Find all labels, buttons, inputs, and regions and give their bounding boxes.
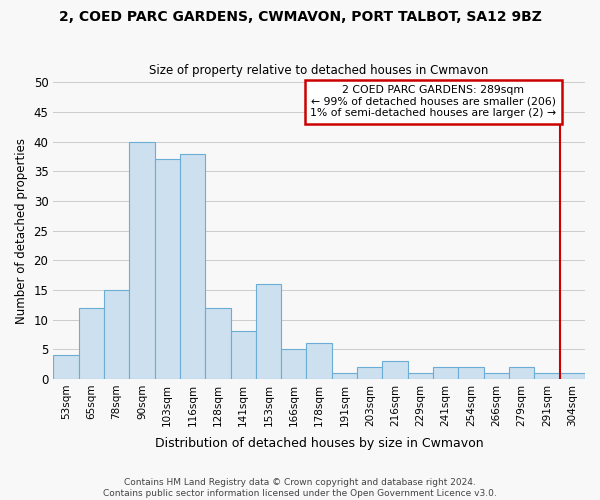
Text: 2, COED PARC GARDENS, CWMAVON, PORT TALBOT, SA12 9BZ: 2, COED PARC GARDENS, CWMAVON, PORT TALB… xyxy=(59,10,541,24)
Bar xyxy=(509,367,535,379)
Title: Size of property relative to detached houses in Cwmavon: Size of property relative to detached ho… xyxy=(149,64,489,77)
Bar xyxy=(382,361,408,379)
Y-axis label: Number of detached properties: Number of detached properties xyxy=(15,138,28,324)
Text: Contains HM Land Registry data © Crown copyright and database right 2024.
Contai: Contains HM Land Registry data © Crown c… xyxy=(103,478,497,498)
Bar xyxy=(408,373,433,379)
Bar xyxy=(281,349,307,379)
Bar xyxy=(357,367,382,379)
Bar xyxy=(129,142,155,379)
Bar xyxy=(180,154,205,379)
Bar xyxy=(256,284,281,379)
Bar xyxy=(79,308,104,379)
Bar xyxy=(307,344,332,379)
Text: 2 COED PARC GARDENS: 289sqm
← 99% of detached houses are smaller (206)
1% of sem: 2 COED PARC GARDENS: 289sqm ← 99% of det… xyxy=(310,86,556,118)
Bar xyxy=(205,308,230,379)
Bar xyxy=(484,373,509,379)
Bar xyxy=(560,373,585,379)
Bar xyxy=(230,332,256,379)
X-axis label: Distribution of detached houses by size in Cwmavon: Distribution of detached houses by size … xyxy=(155,437,484,450)
Bar xyxy=(535,373,560,379)
Bar xyxy=(53,355,79,379)
Bar xyxy=(458,367,484,379)
Bar xyxy=(332,373,357,379)
Bar xyxy=(104,290,129,379)
Bar xyxy=(155,160,180,379)
Bar xyxy=(433,367,458,379)
